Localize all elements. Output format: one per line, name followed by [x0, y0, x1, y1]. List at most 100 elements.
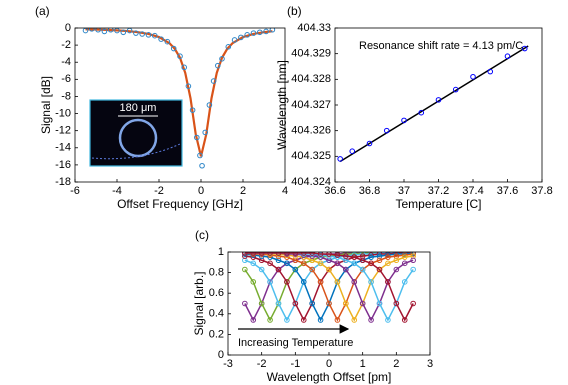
data-point [410, 266, 416, 273]
data-point [418, 109, 425, 116]
data-point [351, 260, 358, 267]
data-point [376, 300, 383, 307]
data-point [82, 28, 89, 34]
data-point [351, 279, 358, 285]
data-point [263, 28, 269, 35]
data-point [194, 134, 200, 141]
data-point [410, 257, 416, 264]
data-point [164, 38, 171, 45]
y-tick-label: 404.33 [297, 22, 331, 34]
x-tick-label: 4 [282, 185, 288, 197]
y-tick-label: 0 [65, 22, 71, 34]
y-tick-label: 404.325 [291, 150, 331, 162]
data-point [292, 300, 299, 307]
data-point [393, 257, 400, 264]
data-point [199, 162, 205, 169]
data-point [238, 34, 244, 41]
y-tick-label: 404.329 [291, 48, 331, 60]
data-point [349, 148, 356, 154]
data-point [231, 37, 238, 43]
annotation: Resonance shift rate = 4.13 pm/C [359, 40, 523, 52]
x-tick-label: 37 [398, 185, 410, 197]
data-point [309, 252, 315, 256]
x-tick-label: 2 [240, 185, 246, 197]
data-point [300, 317, 307, 323]
inset-label: 180 μm [120, 102, 157, 114]
annotation: Increasing Temperature [238, 337, 353, 349]
data-point [317, 260, 324, 267]
data-point [410, 300, 416, 307]
x-axis-label: Temperature [C] [395, 197, 481, 211]
y-tick-label: -16 [55, 159, 71, 171]
data-point [334, 260, 341, 267]
data-point [385, 254, 391, 260]
data-point [504, 53, 511, 60]
data-point [334, 317, 341, 323]
data-point [189, 107, 196, 113]
y-tick-label: 0.2 [209, 328, 224, 340]
data-point [309, 266, 315, 273]
y-tick-label: 404.328 [291, 73, 331, 85]
data-point [401, 254, 408, 260]
data-point [250, 317, 257, 323]
data-point [385, 279, 391, 285]
data-point [309, 300, 315, 307]
y-tick-label: 404.327 [291, 99, 331, 111]
data-point [284, 279, 290, 285]
data-point [267, 317, 273, 323]
data-point [267, 279, 273, 285]
data-point [343, 300, 349, 307]
data-point [368, 260, 374, 267]
data-point [401, 279, 408, 285]
x-tick-label: 36.8 [359, 185, 380, 197]
y-tick-label: -14 [55, 142, 71, 154]
data-point [202, 129, 208, 136]
data-point [359, 266, 366, 273]
y-axis-label: Signal [dB] [39, 76, 53, 134]
data-point [317, 279, 324, 285]
data-point [317, 252, 324, 257]
data-point [139, 31, 145, 37]
panel-label: (b) [287, 4, 302, 18]
data-point [275, 300, 282, 307]
data-point [368, 317, 374, 323]
data-point [284, 252, 290, 256]
x-tick-label: -2 [257, 358, 267, 370]
data-point [351, 254, 358, 260]
x-tick-label: 37.2 [428, 185, 449, 197]
data-point [368, 254, 374, 260]
data-point [225, 44, 232, 50]
plot-area [82, 28, 276, 169]
data-point [383, 127, 390, 134]
inset-waveguide [91, 143, 181, 160]
data-point [210, 78, 217, 84]
x-tick-label: 37.8 [531, 185, 552, 197]
series-line [339, 45, 529, 163]
data-point [300, 260, 307, 267]
data-point [452, 86, 459, 93]
data-point [343, 266, 349, 273]
data-point [267, 260, 273, 267]
data-point [185, 83, 192, 89]
x-tick-label: -3 [223, 358, 233, 370]
y-axis-label: Wavelength [nm] [275, 60, 289, 150]
y-tick-label: -6 [61, 73, 71, 85]
data-point [170, 45, 177, 52]
data-point [317, 317, 324, 323]
data-point [258, 300, 265, 307]
y-tick-label: -8 [61, 90, 71, 102]
data-point [359, 300, 366, 307]
data-point [107, 28, 114, 33]
data-point [368, 279, 374, 285]
series-line [244, 252, 414, 322]
data-point [250, 30, 257, 36]
data-point [250, 260, 257, 267]
y-tick-label: 404.326 [291, 125, 331, 137]
data-point [275, 252, 282, 256]
data-point [385, 317, 391, 323]
data-point [521, 45, 528, 52]
data-point [244, 32, 250, 38]
data-point [133, 30, 139, 36]
data-point [258, 266, 265, 273]
